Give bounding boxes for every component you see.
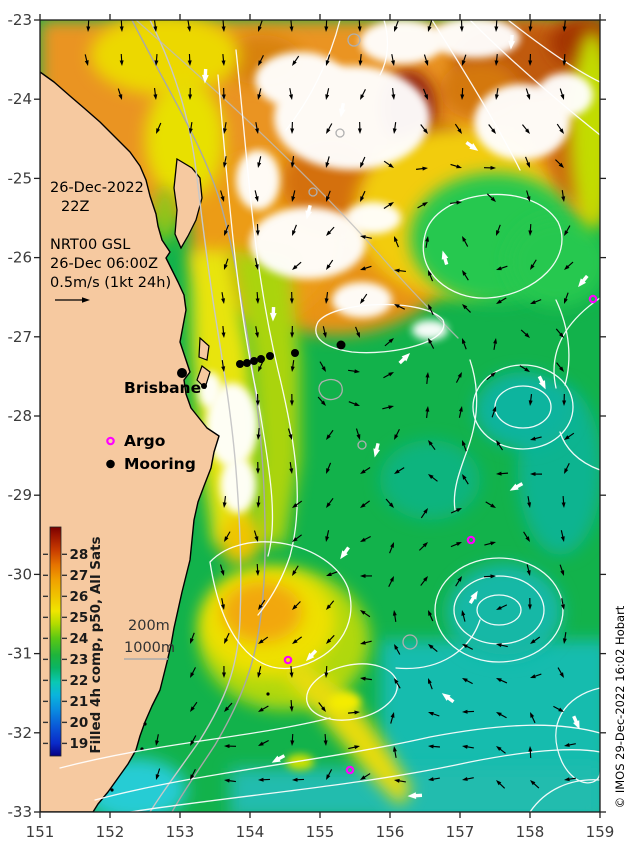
colorbar-tick-label: 21 [70,694,89,710]
colorbar-tick-label: 19 [70,736,89,752]
mooring-dot [266,352,274,360]
mooring-legend-icon [106,459,115,469]
mooring-dot [236,360,244,368]
y-tick-label: -28 [8,407,33,425]
moreton-island [198,336,210,361]
model-scale-label: 0.5m/s (1kt 24h) [50,275,171,291]
y-tick-label: -32 [8,724,33,742]
current-arrows-layer [84,20,589,800]
depth-200-label: 200m [128,618,170,634]
obs-hour-label: 22Z [61,199,89,215]
mooring-dot [257,355,265,363]
colorbar-tick-label: 27 [70,568,89,584]
mooring-dot [336,340,346,350]
x-tick-label: 151 [26,823,55,841]
y-tick-label: -26 [8,249,33,267]
colorbar-tick-label: 22 [70,673,89,689]
x-tick-label: 152 [96,823,125,841]
argo-marker [588,294,598,304]
colorbar-tick-label: 26 [70,589,89,605]
x-tick-label: 157 [446,823,475,841]
fraser-island [173,157,203,250]
ssh-contours [59,20,600,812]
argo-marker [466,535,476,545]
x-tick-label: 158 [516,823,545,841]
model-name-label: NRT00 GSL [50,237,130,253]
argo-marker [283,655,293,665]
markers-layer [177,294,598,775]
mooring-legend-label: Mooring [124,455,196,473]
y-tick-label: -27 [8,328,33,346]
y-tick-label: -31 [8,645,33,663]
y-tick-label: -25 [8,169,33,187]
city-label: Brisbane [124,379,201,397]
y-tick-label: -23 [8,11,33,29]
argo-legend-icon [106,436,115,446]
y-tick-label: -30 [8,565,33,583]
mooring-dot [291,349,299,357]
obs-date-label: 26-Dec-2022 [50,180,144,196]
copyright-label: © IMOS 29-Dec-2022 16:02 Hobart [613,605,627,808]
cloud-layer [198,20,593,513]
annotations-layer: 26-Dec-2022 22Z NRT00 GSL 26-Dec 06:00Z … [50,180,627,808]
y-tick-label: -24 [8,90,33,108]
x-tick-label: 159 [586,823,615,841]
y-tick-label: -29 [8,486,33,504]
depth-1000-label: 1000m [124,640,175,656]
colorbar-tick-label: 20 [70,715,89,731]
colorbar-tick-label: 28 [70,547,89,563]
mooring-dot [201,383,207,389]
colorbar-gradient-bar [49,526,62,757]
colorbar-tick-label: 23 [70,652,89,668]
argo-marker [345,765,355,775]
x-tick-label: 153 [166,823,195,841]
mooring-dot [250,357,258,365]
colorbar-tick-label: 25 [70,610,89,626]
scale-arrow-icon [55,297,90,303]
colorbar: 28 27 26 25 24 23 22 21 20 19 Filled 4h comp, p50… [43,526,104,757]
x-tick-label: 155 [306,823,335,841]
colorbar-label: Filled 4h comp, p50, All Sats [88,536,104,753]
colorbar-tick-label: 24 [70,631,89,647]
mainland [40,71,220,812]
mooring-dot [243,359,251,367]
x-tick-label: 154 [236,823,265,841]
axis-layer: 151 152 153 154 155 156 157 158 159 -23 -24 -25 -26 -… [8,11,615,841]
x-tick-label: 156 [376,823,405,841]
mooring-dot [177,368,187,378]
argo-legend-label: Argo [124,432,165,450]
land-layer [40,71,270,812]
y-tick-label: -33 [8,803,33,821]
model-time-label: 26-Dec 06:00Z [50,256,158,272]
